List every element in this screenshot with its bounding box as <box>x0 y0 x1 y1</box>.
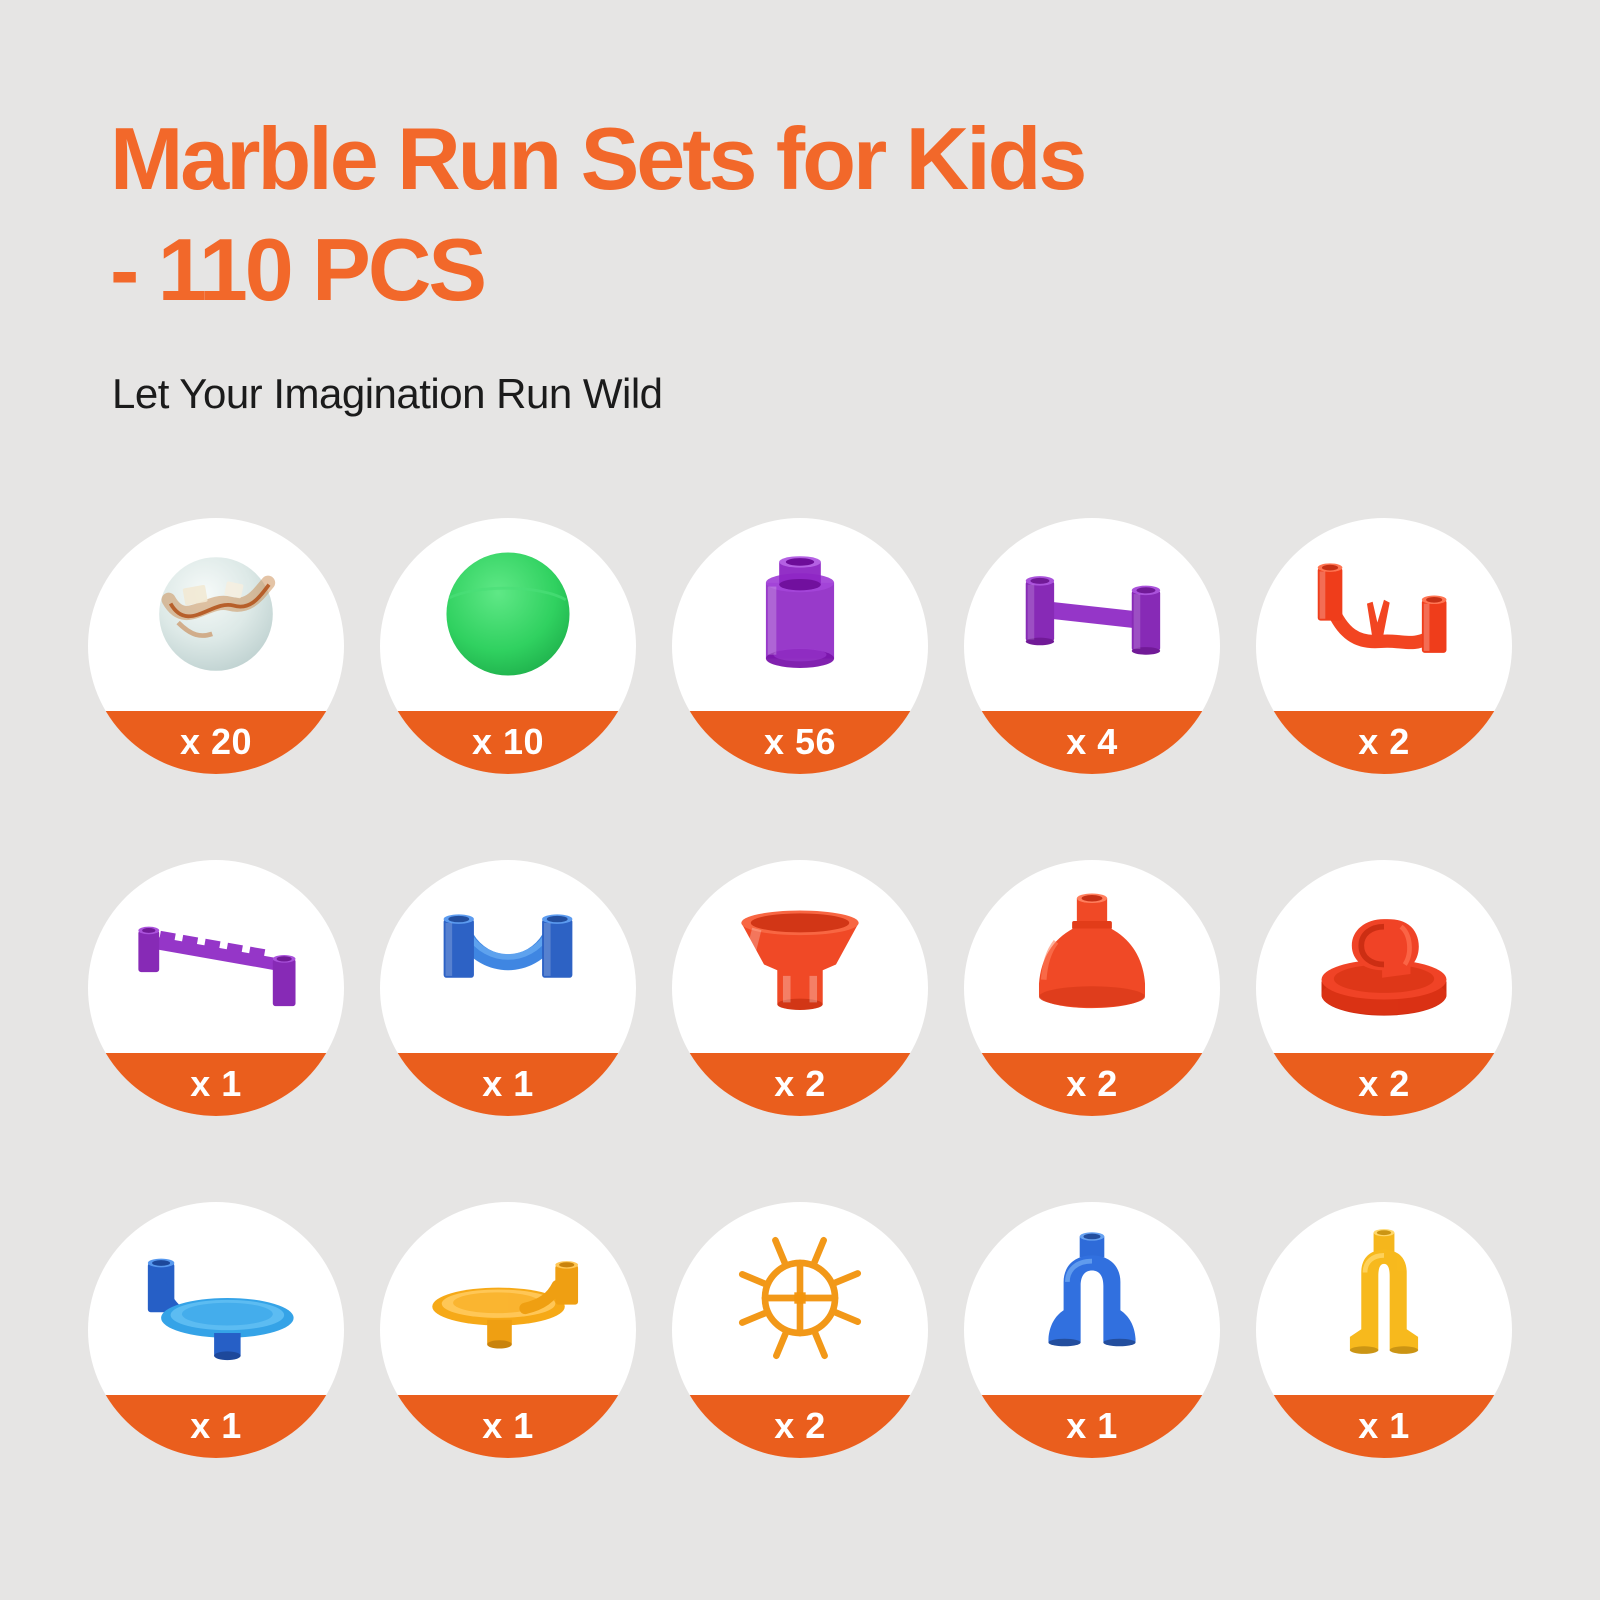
count-badge: x 1 <box>1256 1394 1512 1458</box>
part-card-purple-bar-connector: x 4 <box>964 517 1220 774</box>
part-card-yellow-tray-dish: x 1 <box>380 1201 636 1458</box>
green-ball-icon <box>380 518 636 711</box>
count-label: x 1 <box>190 1063 242 1105</box>
purple-zigzag-ramp-icon <box>88 860 344 1053</box>
blue-curve-bridge-icon <box>380 860 636 1053</box>
count-badge: x 10 <box>380 710 636 774</box>
count-badge: x 4 <box>964 710 1220 774</box>
red-dome-funnel-icon <box>964 860 1220 1053</box>
count-label: x 2 <box>774 1063 826 1105</box>
red-funnel-icon <box>672 860 928 1053</box>
part-card-red-spiral-wheel: x 2 <box>1256 859 1512 1116</box>
count-badge: x 2 <box>672 1052 928 1116</box>
yellow-fork-tube-icon <box>1256 1202 1512 1395</box>
count-label: x 2 <box>774 1405 826 1447</box>
part-card-purple-zigzag-ramp: x 1 <box>88 859 344 1116</box>
orange-sun-wheel-icon <box>672 1202 928 1395</box>
count-badge: x 2 <box>672 1394 928 1458</box>
title-line-2: - 110 PCS <box>110 219 487 319</box>
count-label: x 1 <box>482 1405 534 1447</box>
count-badge: x 56 <box>672 710 928 774</box>
part-card-red-funnel: x 2 <box>672 859 928 1116</box>
header: Marble Run Sets for Kids - 110 PCS Let Y… <box>0 0 1600 418</box>
blue-fork-tube-icon <box>964 1202 1220 1395</box>
part-card-red-dome-funnel: x 2 <box>964 859 1220 1116</box>
count-badge: x 2 <box>1256 710 1512 774</box>
count-label: x 20 <box>179 721 253 763</box>
part-card-purple-tube: x 56 <box>672 517 928 774</box>
part-card-green-ball: x 10 <box>380 517 636 774</box>
count-label: x 2 <box>1358 1063 1410 1105</box>
purple-bar-connector-icon <box>964 518 1220 711</box>
part-card-red-curve-connector: x 2 <box>1256 517 1512 774</box>
part-card-yellow-fork-tube: x 1 <box>1256 1201 1512 1458</box>
count-label: x 1 <box>482 1063 534 1105</box>
part-card-glass-marble: x 20 <box>88 517 344 774</box>
count-badge: x 1 <box>88 1052 344 1116</box>
page-subtitle: Let Your Imagination Run Wild <box>112 369 663 417</box>
count-label: x 1 <box>1066 1405 1118 1447</box>
glass-marble-icon <box>88 518 344 711</box>
part-card-orange-sun-wheel: x 2 <box>672 1201 928 1458</box>
yellow-tray-dish-icon <box>380 1202 636 1395</box>
count-badge: x 2 <box>1256 1052 1512 1116</box>
count-badge: x 1 <box>380 1394 636 1458</box>
count-label: x 2 <box>1066 1063 1118 1105</box>
blue-tray-dish-icon <box>88 1202 344 1395</box>
count-badge: x 1 <box>88 1394 344 1458</box>
count-label: x 1 <box>190 1405 242 1447</box>
red-curve-connector-icon <box>1256 518 1512 711</box>
page-title: Marble Run Sets for Kids - 110 PCS <box>110 104 1600 326</box>
part-card-blue-fork-tube: x 1 <box>964 1201 1220 1458</box>
count-badge: x 1 <box>964 1394 1220 1458</box>
count-label: x 56 <box>763 721 837 763</box>
purple-tube-icon <box>672 518 928 711</box>
count-badge: x 1 <box>380 1052 636 1116</box>
count-label: x 4 <box>1066 721 1118 763</box>
parts-grid: x 20 x 10 <box>88 517 1512 1458</box>
count-label: x 1 <box>1358 1405 1410 1447</box>
count-label: x 10 <box>471 721 545 763</box>
count-badge: x 20 <box>88 710 344 774</box>
part-card-blue-tray-dish: x 1 <box>88 1201 344 1458</box>
title-line-1: Marble Run Sets for Kids <box>110 109 1087 208</box>
count-label: x 2 <box>1358 721 1410 763</box>
part-card-blue-curve-bridge: x 1 <box>380 859 636 1116</box>
count-badge: x 2 <box>964 1052 1220 1116</box>
red-spiral-wheel-icon <box>1256 860 1512 1053</box>
